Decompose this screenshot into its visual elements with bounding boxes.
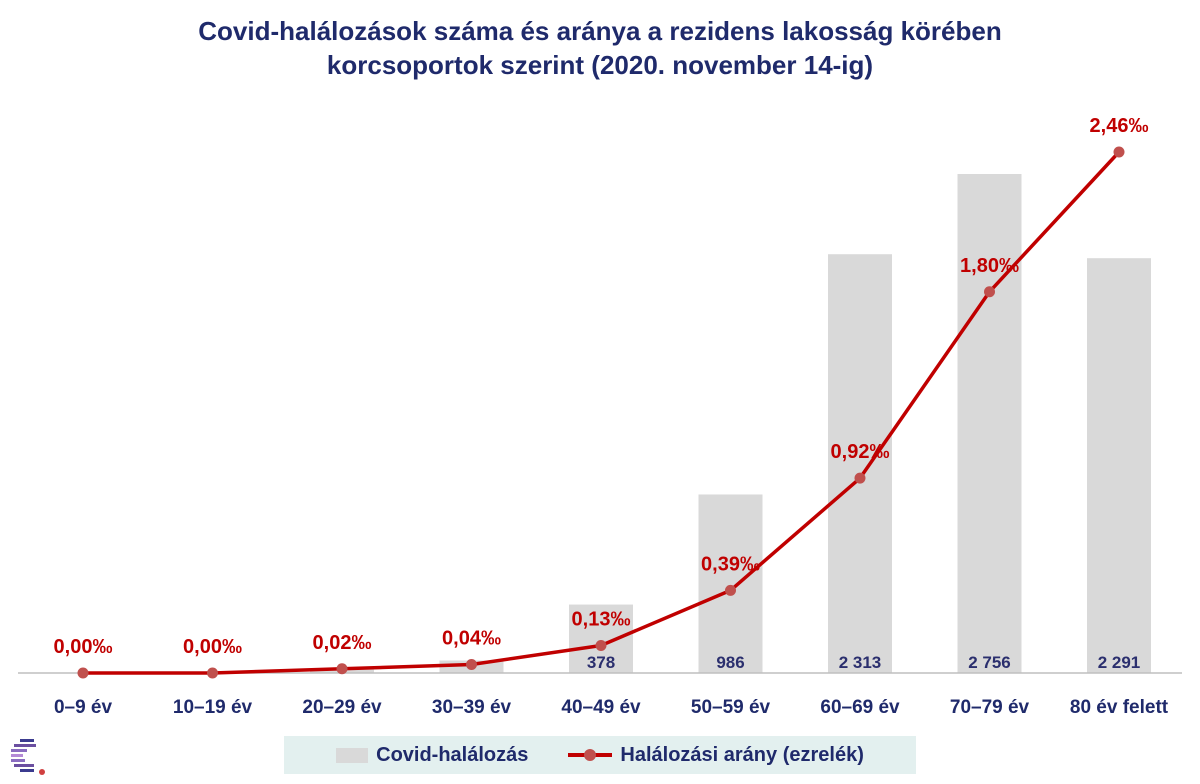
bar-data-label: 2 756 [968,653,1011,672]
rate-points [77,146,1125,679]
rate-point [1113,146,1125,158]
category-tick-label: 50–59 év [691,697,771,718]
rate-data-label: 0,13‰ [572,608,631,630]
legend-item-line: Halálozási arány (ezrelék) [568,743,864,767]
rate-point [466,659,477,671]
rate-point [854,472,866,484]
chart-legend: Covid-halálozás Halálozási arány (ezrelé… [284,736,916,774]
legend-line-label: Halálozási arány (ezrelék) [620,743,864,766]
rate-data-label: 0,02‰ [313,632,372,654]
rate-point [725,584,736,596]
rate-data-label: 2,46‰ [1090,115,1149,137]
rate-data-label: 1,80‰ [960,255,1019,277]
bar [1087,258,1151,673]
rate-data-label: 0,00‰ [183,636,242,658]
category-tick-label: 0–9 év [54,697,113,718]
chart-title: Covid-halálozások száma és aránya a rezi… [0,14,1200,82]
bar [569,604,633,673]
category-tick-label: 80 év felett [1070,697,1169,718]
bar-data-label: 2 313 [839,653,882,672]
rate-data-label: 0,00‰ [54,636,113,658]
legend-line-swatch [568,748,613,762]
chart-title-line-2: korcsoportok szerint (2020. november 14-… [326,50,874,80]
chart-title-line-1: Covid-halálozások száma és aránya a rezi… [198,16,1002,46]
bar-data-label: 378 [587,653,615,672]
rate-point [207,667,218,679]
combo-chart: 378 986 2 313 2 756 2 291 0,00‰ 0,00‰ 0,02‰ 0,0… [18,115,1182,718]
rate-point [336,663,348,675]
logo-icon [11,739,45,775]
legend-bar-swatch [336,747,369,763]
rate-point [77,667,89,679]
rate-data-label: 0,92‰ [831,441,890,463]
category-tick-label: 70–79 év [950,697,1030,718]
category-labels: 0–9 év 10–19 év 20–29 év 30–39 év 40–49 év 50… [54,697,1169,718]
legend-item-bar: Covid-halálozás [336,744,528,767]
bar-data-label: 986 [716,653,744,672]
bar [828,254,892,674]
rate-data-label: 0,39‰ [701,553,760,575]
rate-data-labels: 0,00‰ 0,00‰ 0,02‰ 0,04‰ 0,13‰ 0,39‰ 0,92‰ 1,80‰… [54,115,1149,658]
rate-point [984,286,995,298]
bar [698,494,763,673]
bar-series [180,174,1151,674]
bar [957,174,1022,673]
category-tick-label: 20–29 év [302,697,382,718]
category-tick-label: 60–69 év [820,697,900,718]
category-tick-label: 40–49 év [561,697,641,718]
bar-data-label: 2 291 [1098,653,1141,672]
category-tick-label: 10–19 év [173,697,253,718]
category-tick-label: 30–39 év [432,697,512,718]
bar-data-labels: 378 986 2 313 2 756 2 291 [587,653,1140,672]
rate-point [595,639,607,651]
rate-data-label: 0,04‰ [442,628,501,650]
legend-bar-label: Covid-halálozás [376,743,529,766]
